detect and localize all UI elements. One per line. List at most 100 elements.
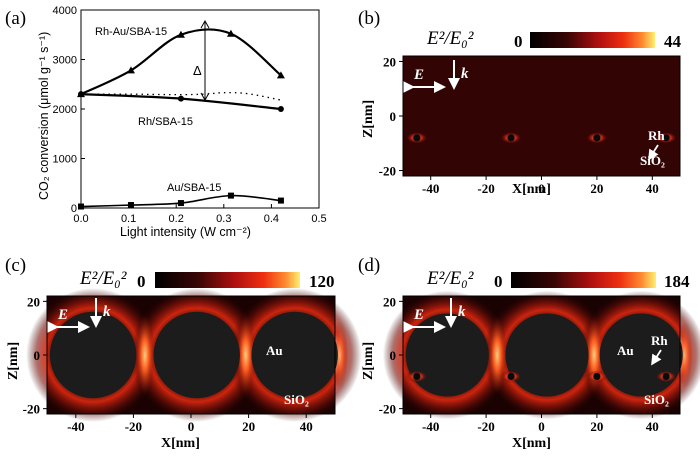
- au-gap-hotspot: [235, 313, 256, 397]
- x-tick-label: -20: [477, 419, 494, 434]
- colorbar-min-b: 0: [514, 32, 523, 51]
- point-rh-au-sba-15: [276, 71, 285, 79]
- axes-b: -40 -20 0 20 40 20 0 -20: [379, 54, 681, 196]
- y-tick-label: 0: [71, 203, 77, 215]
- au-particle: [49, 311, 137, 399]
- x-tick-label: 0.2: [169, 213, 184, 225]
- x-tick-label: 0.4: [264, 213, 279, 225]
- panel-c: (c) E²/E₀² 0 120 E k Au SiO₂ -40 -20 0 20 40…: [5, 255, 362, 451]
- x-axis-label-a: Light intensity (W cm⁻²): [120, 225, 251, 239]
- y-tick-label: 1000: [53, 154, 77, 166]
- au-particle: [153, 311, 240, 399]
- au-label-c: Au: [266, 343, 283, 358]
- x-tick-label: 0: [538, 181, 545, 196]
- x-tick-label: -20: [477, 181, 494, 196]
- au-particles-c: [26, 288, 362, 422]
- rh-label-d: Rh: [651, 333, 668, 348]
- x-tick-label: 0.1: [121, 213, 136, 225]
- point-au-sba-15: [177, 200, 184, 207]
- axes-d: -40 -20 0 20 40 20 0 -20: [379, 294, 681, 434]
- point-au-sba-15: [127, 202, 134, 209]
- y-axis-label-d: Z[nm]: [361, 342, 376, 380]
- panel-d: (d) E²/E₀² 0 184 E k Au Rh SiO₂ -40 -20 0 2…: [358, 255, 700, 451]
- colorbar-max-d: 184: [664, 272, 690, 291]
- x-tick-label: 0.0: [73, 213, 88, 225]
- x-tick-label: 20: [242, 419, 255, 434]
- y-axis-label-b: Z[nm]: [361, 100, 376, 138]
- x-tick-label: 20: [590, 181, 603, 196]
- au-edge-hotspot: [676, 321, 693, 389]
- k-label-d: k: [458, 304, 466, 320]
- colorbar-min-d: 0: [494, 272, 503, 291]
- colorbar-max-b: 44: [664, 32, 682, 51]
- x-tick-label: 0.3: [216, 213, 231, 225]
- x-tick-label: 40: [646, 419, 659, 434]
- y-tick-label: 2000: [53, 104, 77, 116]
- colorbar-title-d: E²/E₀²: [426, 268, 474, 289]
- rh-particle: [507, 134, 515, 142]
- delta-arrowhead-up: [200, 19, 210, 29]
- point-rh-sba-15: [78, 91, 84, 98]
- y-axis-label-a: CO₂ conversion (μmol g⁻¹ s⁻¹): [37, 32, 51, 200]
- rh-particles-b: [405, 131, 678, 144]
- y-tick-label: 0: [34, 348, 41, 363]
- x-tick-label: 0.5: [311, 213, 326, 225]
- axis-ticks-a: 0.0 0.1 0.2 0.3 0.4 0.5 0 1000 2000 3000 4000: [53, 5, 327, 225]
- x-tick-label: 0: [188, 419, 195, 434]
- sio2-label-c: SiO₂: [284, 392, 309, 407]
- y-tick-label: 20: [383, 294, 396, 309]
- rh-particle: [413, 372, 421, 381]
- x-tick-label: -20: [125, 419, 142, 434]
- y-axis-label-c: Z[nm]: [6, 342, 21, 380]
- sio2-label-d: SiO₂: [644, 392, 669, 407]
- rh-label-b: Rh: [648, 128, 665, 143]
- rh-particle: [413, 134, 421, 142]
- point-rh-au-sba-15: [176, 30, 185, 38]
- y-tick-label: 20: [383, 54, 396, 69]
- point-rh-sba-15: [277, 106, 284, 112]
- delta-arrowhead-down: [200, 92, 210, 102]
- series-label-rh-au: Rh-Au/SBA-15: [95, 26, 167, 38]
- series-label-au: Au/SBA-15: [167, 182, 221, 194]
- rh-arrow-b: [648, 144, 659, 161]
- panel-letter-a: (a): [5, 8, 26, 29]
- rh-particles-d: [405, 370, 678, 383]
- axes-c: -40 -20 0 20 40 20 0 -20: [23, 294, 336, 434]
- point-au-sba-15: [78, 203, 84, 210]
- delta-label: Δ: [193, 63, 202, 78]
- colorbar-max-c: 120: [309, 272, 335, 291]
- point-au-sba-15: [227, 192, 234, 199]
- field-map-b: [403, 56, 680, 176]
- y-tick-label: -20: [23, 402, 40, 417]
- colorbar-title-b: E²/E₀²: [426, 28, 474, 49]
- point-rh-au-sba-15: [226, 29, 235, 37]
- y-tick-label: 0: [390, 348, 397, 363]
- e-field-label-d: E: [413, 307, 424, 323]
- panel-a: 0.0 0.1 0.2 0.3 0.4 0.5 0 1000 2000 3000 4000 Δ Rh…: [5, 5, 327, 239]
- x-tick-label: 40: [646, 181, 659, 196]
- y-tick-label: 4000: [53, 5, 77, 17]
- panel-letter-d: (d): [358, 255, 380, 276]
- x-tick-label: -40: [422, 419, 439, 434]
- x-tick-label: -40: [422, 181, 439, 196]
- au-label-d: Au: [617, 343, 634, 358]
- y-tick-label: 0: [390, 109, 397, 124]
- y-tick-label: -20: [379, 164, 396, 179]
- au-gap-hotspot: [134, 313, 155, 397]
- x-tick-label: -40: [67, 419, 84, 434]
- x-axis-label-b: X[nm]: [512, 182, 551, 197]
- au-edge-hotspot: [331, 320, 348, 390]
- x-axis-label-c: X[nm]: [161, 436, 200, 451]
- series-group-a: [77, 28, 285, 210]
- rh-particle: [507, 372, 515, 381]
- colorbar-c: [155, 272, 300, 288]
- y-tick-label: 20: [27, 294, 40, 309]
- colorbar-b: [530, 32, 655, 48]
- x-tick-label: 20: [590, 419, 603, 434]
- point-au-sba-15: [277, 197, 284, 204]
- colorbar-d: [511, 272, 656, 288]
- au-particle: [251, 311, 338, 399]
- rh-particle: [593, 134, 601, 142]
- au-particle: [599, 313, 683, 397]
